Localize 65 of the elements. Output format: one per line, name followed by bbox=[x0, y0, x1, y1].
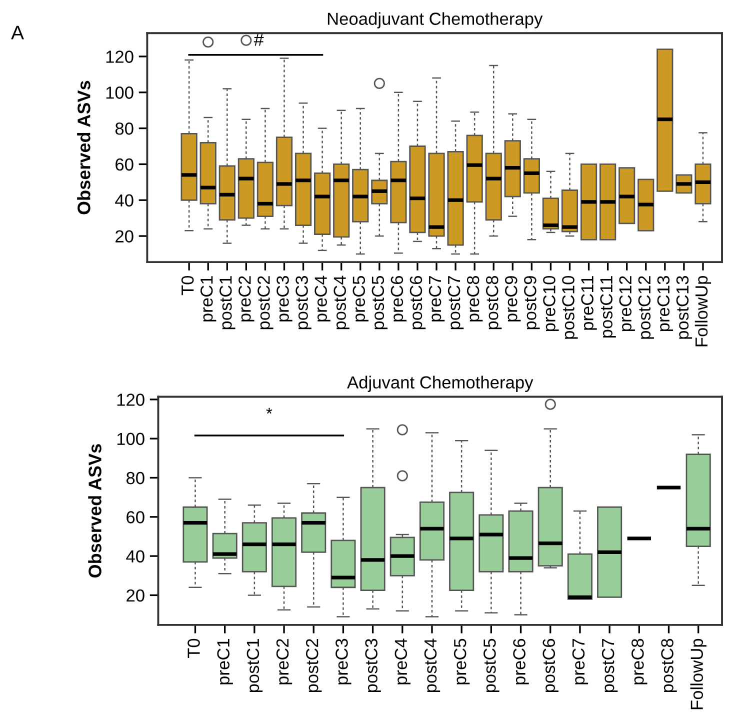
x-tick-label: postC7 bbox=[448, 276, 464, 330]
x-tick-label: preC5 bbox=[454, 638, 470, 684]
x-tick-label: FollowUp bbox=[690, 638, 706, 710]
y-tick-label: 120 bbox=[106, 50, 134, 63]
x-tick-label: postC5 bbox=[372, 276, 388, 330]
y-tick-label: 40 bbox=[126, 550, 144, 563]
x-tick-label: postC5 bbox=[484, 638, 500, 692]
x-tick-label: preC8 bbox=[466, 276, 483, 322]
x-tick-label: preC12 bbox=[619, 276, 635, 332]
x-tick-label: postC2 bbox=[258, 276, 274, 330]
x-tick-label: preC9 bbox=[505, 276, 521, 322]
x-tick-label: preC6 bbox=[513, 638, 529, 684]
y-tick-label: 80 bbox=[126, 472, 144, 484]
x-tick-label: postC11 bbox=[600, 276, 616, 338]
x-tick-label: postC1 bbox=[246, 639, 263, 692]
y-tick-label: 100 bbox=[106, 86, 134, 99]
x-tick-label: postC3 bbox=[365, 638, 381, 692]
y-tick-label: 60 bbox=[126, 511, 144, 524]
x-tick-label: postC9 bbox=[524, 276, 540, 330]
chart-title: Neoadjuvant Chemotherapy bbox=[328, 12, 543, 28]
y-tick-label: 80 bbox=[115, 122, 134, 135]
y-tick-label: 60 bbox=[116, 158, 134, 171]
y-tick-label: 120 bbox=[117, 394, 144, 406]
x-tick-label: postC13 bbox=[676, 276, 692, 339]
y-axis-title: Observed ASVs bbox=[88, 444, 102, 578]
x-tick-label: postC10 bbox=[562, 276, 578, 339]
x-tick-label: postC8 bbox=[661, 638, 677, 692]
y-tick-label: 20 bbox=[116, 230, 134, 243]
y-tick-label: 100 bbox=[117, 432, 144, 446]
x-tick-label: preC7 bbox=[572, 639, 588, 684]
x-tick-label: preC5 bbox=[352, 276, 368, 322]
x-tick-label: postC4 bbox=[334, 276, 350, 330]
x-tick-label: postC7 bbox=[602, 639, 618, 692]
y-tick-label: 20 bbox=[126, 589, 144, 602]
x-tick-label: preC10 bbox=[543, 276, 559, 332]
x-tick-label: preC2 bbox=[238, 276, 254, 322]
x-tick-label: postC2 bbox=[306, 639, 322, 692]
x-tick-label: postC4 bbox=[424, 638, 440, 692]
x-tick-label: preC4 bbox=[394, 638, 410, 684]
y-tick-label: 40 bbox=[115, 194, 134, 207]
x-tick-label: preC8 bbox=[632, 638, 648, 684]
x-tick-label: preC1 bbox=[200, 276, 216, 322]
x-tick-label: preC7 bbox=[428, 276, 445, 322]
annotation: # bbox=[254, 33, 264, 46]
x-tick-label: postC6 bbox=[410, 276, 426, 330]
chart-title: Adjuvant Chemotherapy bbox=[347, 376, 534, 392]
annotation: * bbox=[266, 408, 272, 414]
x-tick-label: postC8 bbox=[486, 276, 502, 330]
x-tick-label: preC13 bbox=[657, 276, 674, 332]
x-tick-label: postC1 bbox=[220, 276, 236, 330]
x-tick-label: preC3 bbox=[276, 276, 292, 322]
x-tick-label: postC3 bbox=[296, 276, 312, 330]
x-tick-label: postC12 bbox=[638, 276, 654, 339]
x-tick-label: T0 bbox=[188, 638, 200, 658]
x-tick-label: FollowUp bbox=[694, 276, 712, 346]
x-tick-label: preC6 bbox=[390, 276, 407, 322]
x-tick-label: preC11 bbox=[581, 276, 597, 330]
x-tick-label: preC1 bbox=[217, 639, 233, 684]
x-tick-label: preC3 bbox=[336, 638, 352, 684]
x-tick-label: preC2 bbox=[276, 639, 292, 684]
x-tick-label: postC6 bbox=[542, 638, 558, 692]
x-tick-label: preC4 bbox=[314, 276, 330, 322]
text: A bbox=[11, 26, 24, 40]
y-axis-title: Observed ASVs bbox=[77, 80, 90, 214]
x-tick-label: T0 bbox=[181, 276, 194, 296]
